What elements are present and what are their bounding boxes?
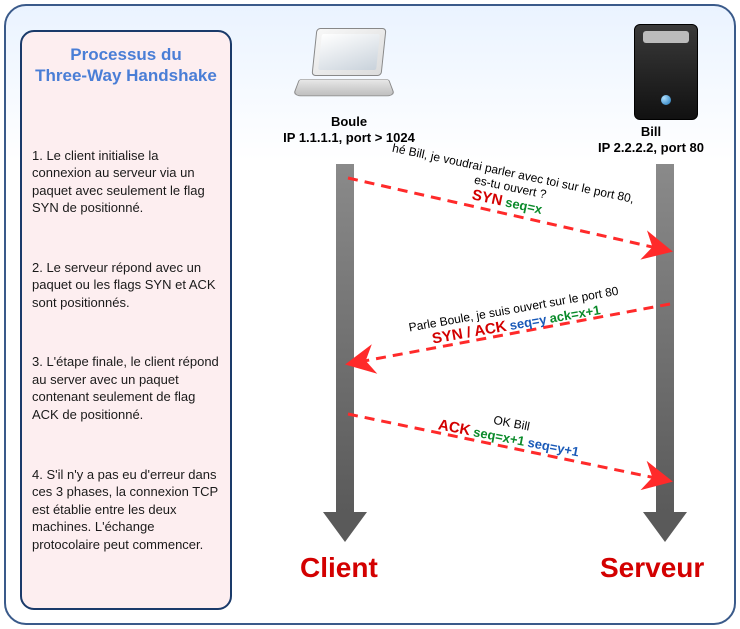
step-4: 4. S'il n'y a pas eu d'erreur dans ces 3… [32,466,220,554]
info-title: Processus duThree-Way Handshake [32,44,220,87]
server-role-label: Serveur [600,552,704,584]
laptop-icon [290,28,400,108]
outer-frame: Processus duThree-Way Handshake 1. Le cl… [4,4,736,625]
step-1: 1. Le client initialise la connexion au … [32,147,220,217]
client-name: Boule [331,114,367,129]
step-2: 2. Le serveur répond avec un paquet ou l… [32,259,220,312]
server-icon [628,24,706,124]
server-name: Bill [641,124,661,139]
msg3-seq1: seq=y+1 [526,435,580,460]
server-label: Bill IP 2.2.2.2, port 80 [576,124,726,155]
msg3-flag: ACK [437,416,472,439]
client-role-label: Client [300,552,378,584]
info-box: Processus duThree-Way Handshake 1. Le cl… [20,30,232,610]
diagram-area: Boule IP 1.1.1.1, port > 1024 Bill IP 2.… [240,16,730,621]
server-address: IP 2.2.2.2, port 80 [598,140,704,155]
step-3: 3. L'étape finale, le client répond au s… [32,353,220,423]
client-label: Boule IP 1.1.1.1, port > 1024 [270,114,428,145]
server-lifeline-arrow [656,164,674,514]
msg3-text: OK Bill ACK seq=x+1 seq=y+1 [379,391,640,471]
msg2-text: Parle Boule, je suis ouvert sur le port … [370,277,661,358]
client-lifeline-arrow [336,164,354,514]
